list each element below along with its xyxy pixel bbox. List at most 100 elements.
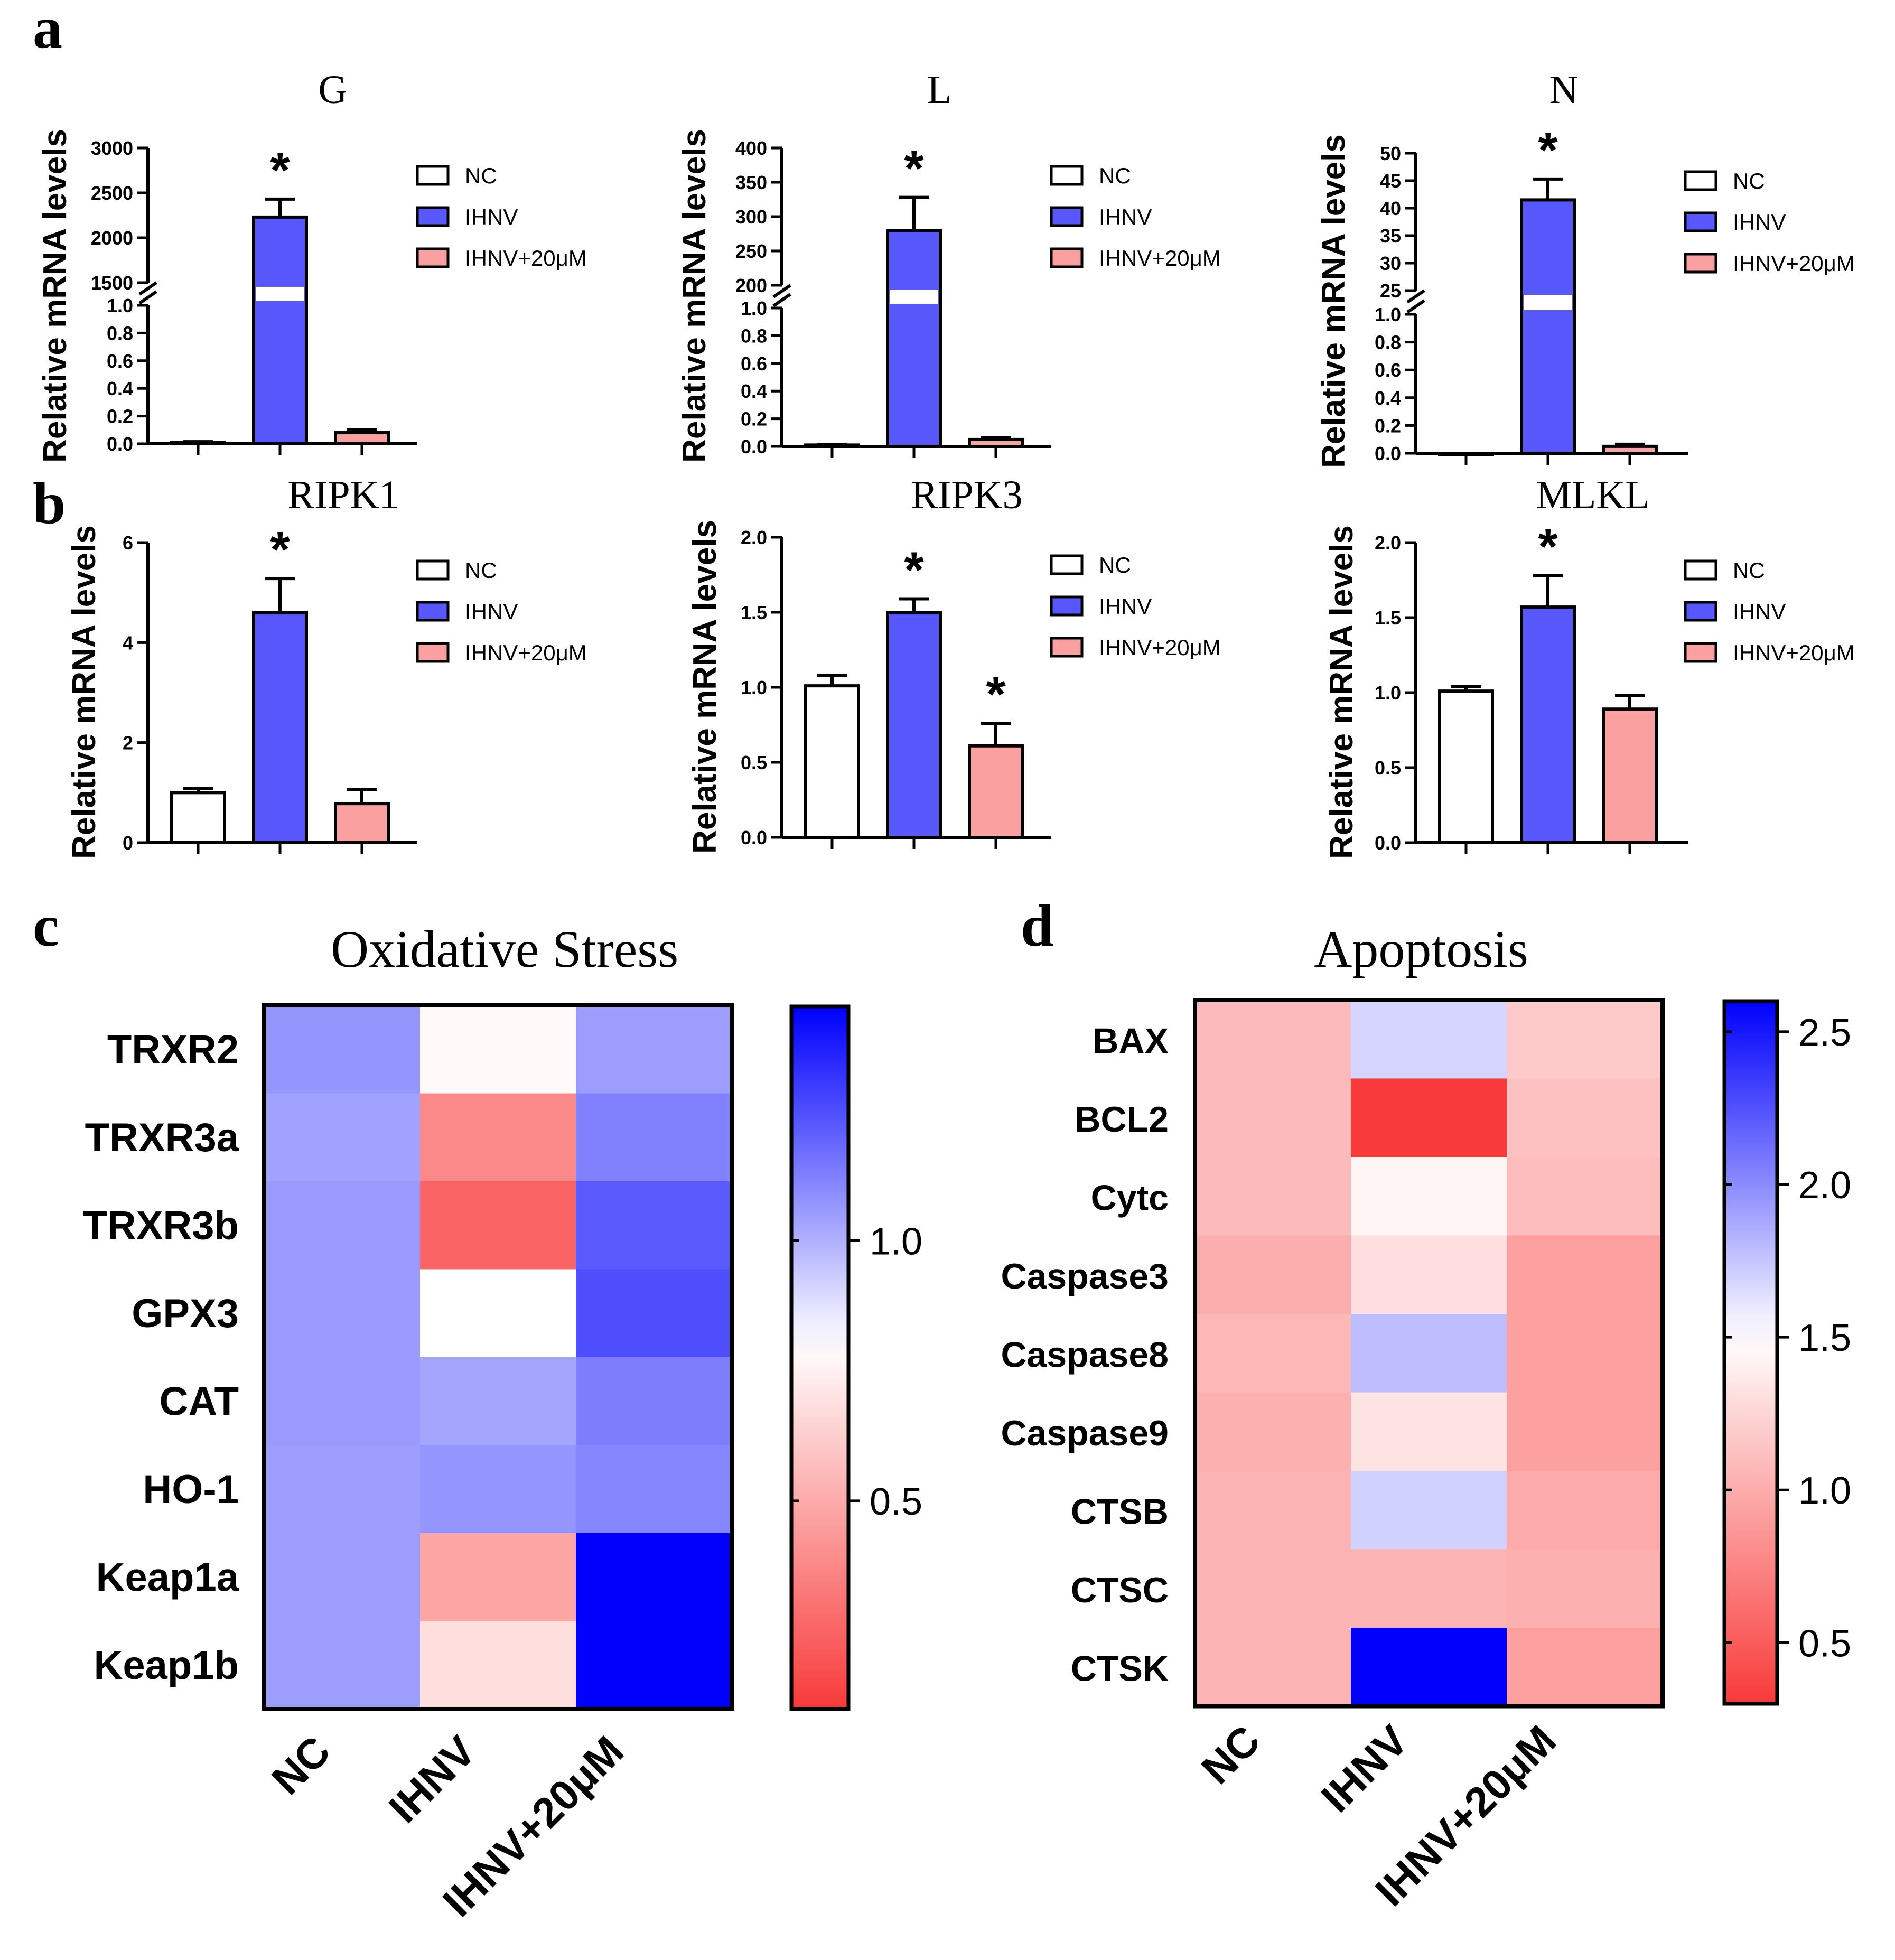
panel-letter-d: d (1021, 893, 1053, 959)
heatmap-oxidative-stress-row-label-6: Keap1a (96, 1555, 239, 1600)
bar-chart-ripk3-tick-4: 2.0 (741, 527, 767, 548)
bar-chart-n-legend-label-1: IHNV (1733, 210, 1786, 235)
bar-chart-n-bar-1 (1520, 198, 1576, 455)
bar-chart-ripk1-legend-label-1: IHNV (465, 599, 518, 624)
bar-chart-mlkl-tick-0: 0.0 (1375, 832, 1401, 854)
bar-chart-n-significance-1: * (1538, 122, 1558, 179)
bar-chart-l-legend-label-0: NC (1099, 163, 1131, 188)
bar-chart-mlkl-legend-swatch-0 (1684, 559, 1717, 581)
heatmap-oxidative-stress-colorbar-tick-1: 1.0 (870, 1220, 922, 1263)
heatmap-apoptosis-cell-3-1 (1351, 1235, 1507, 1314)
heatmap-oxidative-stress-cell-5-1 (420, 1445, 576, 1534)
bar-chart-l-significance-1: * (904, 141, 924, 197)
bar-chart-n-tick-lower-0: 0.0 (1375, 443, 1401, 464)
bar-chart-l-legend-swatch-2 (1050, 247, 1084, 268)
bar-chart-g-legend-label-0: NC (465, 163, 497, 188)
heatmap-oxidative-stress-row-label-7: Keap1b (94, 1643, 239, 1688)
bar-chart-n-tick-upper-1: 30 (1380, 253, 1401, 274)
heatmap-oxidative-stress-title: Oxidative Stress (331, 920, 678, 978)
bar-chart-n-legend-label-2: IHNV+20μM (1733, 251, 1855, 276)
heatmap-oxidative-stress-cell-1-2 (576, 1093, 732, 1182)
heatmap-apoptosis-cell-0-2 (1507, 1000, 1663, 1079)
heatmap-apoptosis-title: Apoptosis (1314, 920, 1528, 978)
bar-chart-ripk1-tick-1: 2 (123, 732, 133, 754)
bar-chart-ripk1-legend-label-2: IHNV+20μM (465, 640, 587, 665)
heatmap-apoptosis-cell-3-0 (1195, 1235, 1351, 1314)
bar-chart-l-tick-lower-3: 0.6 (741, 353, 767, 375)
bar-chart-ripk1-ylabel: Relative mRNA levels (66, 525, 102, 859)
heatmap-apoptosis-cell-4-2 (1507, 1314, 1663, 1393)
heatmap-apoptosis-row-label-0: BAX (1093, 1021, 1169, 1061)
bar-chart-mlkl-legend-label-0: NC (1733, 558, 1765, 583)
bar-chart-l-tick-lower-5: 1.0 (741, 297, 767, 319)
bar-chart-n-bar-2 (1602, 444, 1658, 455)
bar-chart-ripk1-bar-2 (334, 802, 390, 845)
heatmap-apoptosis-cell-1-1 (1351, 1078, 1507, 1158)
heatmap-apoptosis-row-label-4: Caspase8 (1001, 1334, 1169, 1375)
bar-chart-n-tick-lower-3: 0.6 (1375, 359, 1401, 381)
bar-chart-mlkl-ylabel: Relative mRNA levels (1323, 525, 1360, 859)
bar-chart-mlkl-tick-3: 1.5 (1375, 607, 1401, 629)
heatmap-oxidative-stress-cell-1-0 (264, 1093, 421, 1182)
bar-chart-ripk1-significance-1: * (270, 521, 290, 578)
bar-chart-ripk3-tick-0: 0.0 (741, 827, 767, 848)
heatmap-apoptosis-cell-2-0 (1195, 1157, 1351, 1236)
heatmap-oxidative-stress-row-label-3: GPX3 (132, 1291, 239, 1336)
bar-chart-ripk1-bar-0 (170, 791, 226, 845)
bar-chart-mlkl-legend-label-2: IHNV+20μM (1733, 640, 1855, 665)
heatmap-oxidative-stress-cell-6-1 (420, 1533, 576, 1622)
heatmap-oxidative-stress-cell-7-1 (420, 1621, 576, 1710)
heatmap-apoptosis-cell-2-2 (1507, 1157, 1663, 1236)
heatmap-apoptosis-col-label-1: IHNV (1312, 1716, 1417, 1821)
bar-chart-g-tick-lower-1: 0.2 (107, 406, 133, 427)
bar-chart-g-bar-2 (334, 431, 390, 445)
heatmap-apoptosis-frame (1193, 998, 1665, 1709)
bar-chart-l-legend-label-1: IHNV (1099, 204, 1152, 229)
bar-chart-ripk3-legend-swatch-2 (1050, 637, 1084, 658)
bar-chart-n-tick-upper-2: 35 (1380, 225, 1401, 247)
bar-chart-mlkl-tick-4: 2.0 (1375, 532, 1401, 554)
heatmap-oxidative-stress-cell-0-2 (576, 1005, 732, 1094)
bar-chart-mlkl-legend-swatch-2 (1684, 642, 1717, 663)
bar-chart-n-tick-upper-4: 45 (1380, 170, 1401, 192)
heatmap-apoptosis-row-label-5: Caspase9 (1001, 1413, 1169, 1453)
heatmap-apoptosis-cell-0-0 (1195, 1000, 1351, 1079)
heatmap-oxidative-stress-cell-4-0 (264, 1357, 421, 1446)
heatmap-apoptosis-cell-7-1 (1351, 1549, 1507, 1628)
bar-chart-l-axis-break-lower (772, 293, 791, 307)
bar-chart-n-tick-upper-3: 40 (1380, 198, 1401, 219)
heatmap-apoptosis-row-label-3: Caspase3 (1001, 1256, 1169, 1296)
bar-chart-ripk1-legend-swatch-0 (416, 559, 450, 581)
heatmap-oxidative-stress-col-label-0: NC (263, 1727, 339, 1804)
bar-chart-g-tick-upper-3: 3000 (91, 137, 133, 159)
bar-chart-n-axis-break-lower (1406, 299, 1425, 314)
bar-chart-g-tick-upper-1: 2000 (91, 227, 133, 249)
bar-chart-n-tick-lower-5: 1.0 (1375, 304, 1401, 325)
panel-letter-b: b (33, 471, 66, 536)
heatmap-apoptosis-cell-4-0 (1195, 1314, 1351, 1393)
bar-chart-ripk3-bar-2 (968, 744, 1024, 839)
bar-chart-mlkl-legend-swatch-1 (1684, 601, 1717, 622)
bar-chart-l-tick-upper-4: 400 (735, 137, 767, 159)
bar-chart-ripk3-title: RIPK3 (911, 473, 1022, 517)
heatmap-apoptosis-cell-5-2 (1507, 1392, 1663, 1471)
bar-chart-l-title: L (927, 68, 951, 112)
bar-chart-mlkl-tick-1: 0.5 (1375, 757, 1401, 779)
heatmap-oxidative-stress-row-label-0: TRXR2 (107, 1027, 239, 1072)
bar-chart-mlkl-title: MLKL (1536, 473, 1649, 517)
heatmap-apoptosis-cell-8-2 (1507, 1628, 1663, 1707)
heatmap-apoptosis-col-label-0: NC (1192, 1716, 1269, 1793)
bar-chart-ripk3-legend-swatch-0 (1050, 554, 1084, 575)
bar-chart-l-tick-upper-0: 200 (735, 275, 767, 296)
heatmap-apoptosis-colorbar-tick-4: 2.5 (1798, 1012, 1851, 1054)
bar-chart-g-bar-1 (252, 215, 308, 445)
heatmap-oxidative-stress-cell-3-1 (420, 1269, 576, 1358)
bar-chart-ripk1-bar-1 (252, 611, 308, 844)
bar-chart-n-tick-upper-0: 25 (1380, 280, 1401, 302)
bar-chart-l-legend-label-2: IHNV+20μM (1099, 246, 1221, 270)
heatmap-oxidative-stress-cell-2-0 (264, 1181, 421, 1270)
heatmap-apoptosis-colorbar-tick-3: 2.0 (1798, 1164, 1851, 1207)
bar-chart-g-legend-label-1: IHNV (465, 204, 518, 229)
heatmap-oxidative-stress-cell-2-1 (420, 1181, 576, 1270)
